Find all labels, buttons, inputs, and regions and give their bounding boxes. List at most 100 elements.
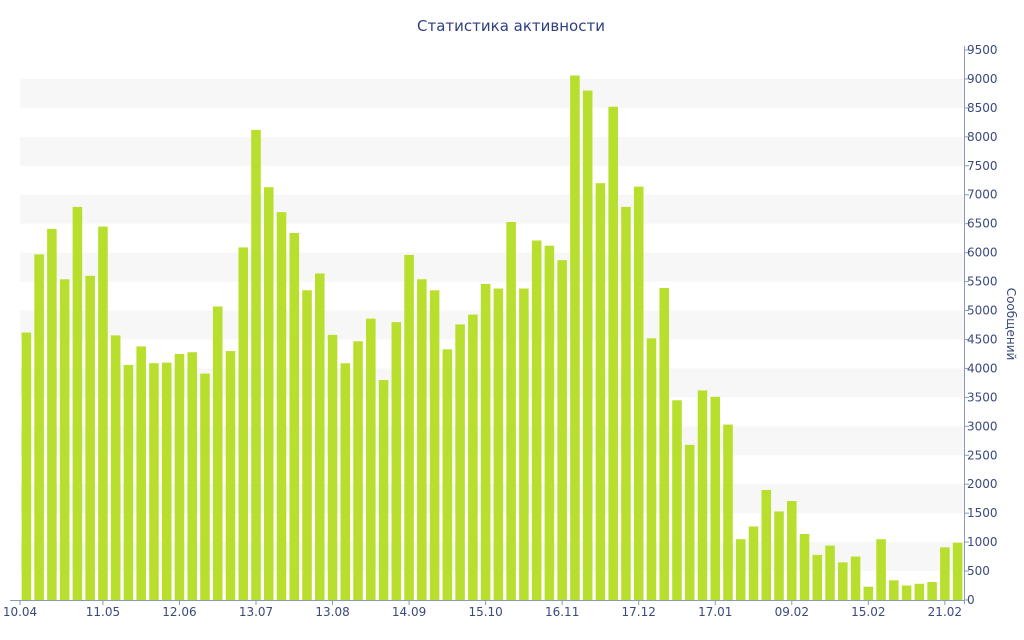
bar — [353, 341, 363, 600]
bar — [621, 206, 631, 600]
grid-bands — [20, 78, 964, 572]
y-tick-label: 4500 — [967, 332, 998, 346]
bar — [748, 526, 759, 600]
x-tick-label: 17.01 — [698, 605, 732, 619]
bar — [161, 362, 172, 600]
y-tick-label: 3000 — [967, 419, 998, 433]
bar — [723, 424, 733, 600]
grid-band — [20, 136, 964, 166]
bar — [519, 288, 529, 600]
bar — [787, 501, 797, 600]
bar — [672, 400, 682, 600]
bar — [838, 562, 848, 600]
bar — [889, 580, 899, 600]
bar — [276, 212, 287, 601]
bar — [251, 129, 261, 600]
x-tick-label: 15.02 — [851, 605, 885, 619]
bar — [455, 324, 465, 600]
bar — [417, 279, 427, 600]
grid-band — [20, 194, 964, 224]
bar-series — [21, 75, 963, 601]
bar — [901, 585, 912, 600]
bar — [506, 221, 516, 600]
y-tick-label: 6500 — [967, 217, 998, 231]
bar — [327, 334, 338, 600]
y-tick-label: 2000 — [967, 477, 998, 491]
grid-band — [20, 78, 964, 108]
bar — [34, 254, 44, 600]
bar — [659, 287, 669, 600]
grid-band — [20, 310, 964, 340]
bar — [952, 542, 963, 600]
bar — [429, 290, 440, 600]
bar — [225, 351, 236, 600]
bar — [404, 254, 414, 600]
bar — [21, 332, 32, 600]
x-tick-label: 17.12 — [622, 605, 656, 619]
bar — [149, 363, 159, 600]
bar — [914, 583, 925, 600]
bar — [544, 245, 555, 600]
y-tick-label: 8500 — [967, 101, 998, 115]
axes — [10, 46, 969, 605]
grid-band — [20, 426, 964, 456]
x-tick-label: 10.04 — [3, 605, 37, 619]
bar — [570, 75, 580, 601]
x-tick-labels: 10.04 11.05 12.06 13.07 13.08 14.09 15.10 16.11… — [3, 605, 962, 619]
y-axis-label: Сообщений — [1004, 288, 1018, 361]
bar — [187, 352, 197, 600]
bar — [174, 353, 185, 600]
grid-band — [20, 252, 964, 282]
grid-band — [20, 484, 964, 514]
x-tick-label: 12.06 — [162, 605, 196, 619]
y-tick-label: 3500 — [967, 390, 998, 404]
bar — [557, 260, 567, 600]
bar — [799, 534, 810, 600]
bar — [825, 545, 835, 600]
y-tick-label: 7000 — [967, 188, 998, 202]
grid-band — [20, 368, 964, 398]
x-tick-label: 21.02 — [928, 605, 962, 619]
bar — [684, 444, 695, 600]
bar — [85, 275, 95, 600]
bar — [468, 314, 478, 600]
bar — [378, 380, 389, 600]
x-tick-label: 13.08 — [315, 605, 349, 619]
y-tick-label: 1000 — [967, 535, 998, 549]
bar — [72, 206, 83, 600]
bar — [289, 232, 300, 600]
bar — [761, 490, 772, 600]
x-tick-label: 13.07 — [239, 605, 273, 619]
bar — [531, 240, 542, 600]
x-tick-label: 16.11 — [545, 605, 579, 619]
bar — [940, 547, 950, 600]
bar — [646, 338, 657, 600]
bar — [850, 556, 861, 600]
bar — [315, 273, 325, 600]
bar — [608, 106, 618, 601]
x-tick-label: 11.05 — [86, 605, 120, 619]
bar — [340, 363, 351, 600]
bar — [442, 349, 453, 600]
bar — [136, 346, 146, 600]
bar — [582, 90, 593, 600]
y-tick-label: 9000 — [967, 72, 998, 86]
y-tick-label: 6000 — [967, 246, 998, 260]
bar — [263, 187, 274, 600]
bar — [595, 183, 606, 600]
y-tick-label: 4000 — [967, 361, 998, 375]
bar — [200, 373, 210, 600]
y-tick-label: 5500 — [967, 275, 998, 289]
y-tick-label: 0 — [967, 593, 975, 607]
bar — [302, 290, 312, 600]
bar — [110, 335, 121, 600]
bar — [59, 279, 70, 600]
y-tick-label: 7500 — [967, 159, 998, 173]
bar — [98, 226, 108, 600]
x-tick-label: 14.09 — [392, 605, 426, 619]
bar — [493, 288, 504, 600]
bar — [710, 396, 721, 600]
bar — [238, 247, 249, 601]
y-tick-label: 5000 — [967, 304, 998, 318]
